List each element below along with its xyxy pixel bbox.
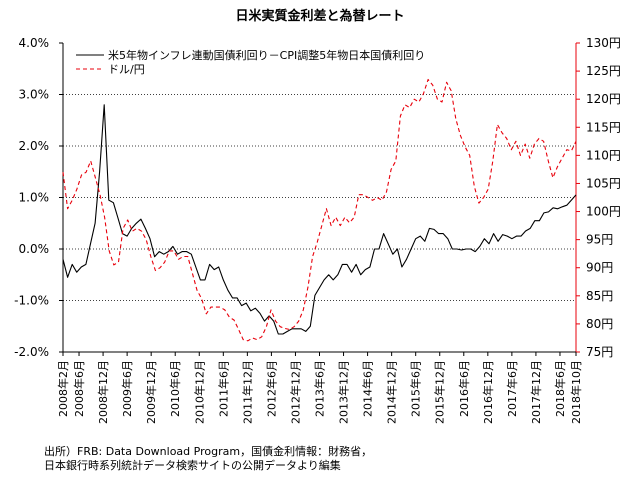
right-tick-label: 130円: [586, 36, 621, 50]
right-tick-label: 95円: [586, 233, 613, 247]
x-tick-label: 2012年12月: [288, 360, 302, 424]
x-tick-label: 2015年6月: [409, 360, 423, 417]
right-axis-ticks: 75円 80円 85円 90円 95円 100円 105円 110円 115円 120円 125円 1…: [576, 36, 621, 359]
x-tick-label: 2016年6月: [457, 360, 471, 417]
x-tick-label: 2008年12月: [96, 360, 110, 424]
x-tick-label: 2015年12月: [433, 360, 447, 424]
right-tick-label: 75円: [586, 345, 613, 359]
legend-label: 米5年物インフレ連動国債利回り－CPI調整5年物日本国債利回り: [108, 48, 425, 62]
x-axis-ticks: 2008年2月 2008年6月 2008年12月 2009年6月 2009年12月 201…: [56, 352, 583, 424]
x-tick-label: 2011年6月: [216, 360, 230, 417]
source-note: 出所）FRB: Data Download Program，国債金利情報：財務省…: [44, 445, 372, 473]
right-tick-label: 115円: [586, 120, 621, 134]
x-tick-label: 2010年12月: [192, 360, 206, 424]
right-tick-label: 80円: [586, 317, 613, 331]
x-tick-label: 2018年6月: [553, 360, 567, 417]
x-tick-label: 2012年6月: [264, 360, 278, 417]
left-tick-label: -2.0%: [14, 345, 49, 359]
left-tick-label: 2.0%: [19, 139, 50, 153]
source-line-2: 日本銀行時系列統計データ検索サイトの公開データより編集: [44, 459, 341, 472]
x-tick-label: 2013年6月: [313, 360, 327, 417]
left-tick-label: 4.0%: [19, 36, 50, 50]
source-line-1: 出所）FRB: Data Download Program，国債金利情報：財務省…: [44, 445, 373, 458]
right-tick-label: 90円: [586, 261, 613, 275]
left-tick-label: 3.0%: [19, 88, 50, 102]
right-tick-label: 100円: [586, 205, 621, 219]
x-tick-label: 2017年6月: [505, 360, 519, 417]
real-rate-diff-line: [62, 104, 577, 335]
x-tick-label: 2011年12月: [240, 360, 254, 424]
axes: [62, 43, 577, 353]
x-tick-label: 2018年10月: [569, 360, 583, 424]
right-tick-label: 125円: [586, 64, 621, 78]
x-tick-label: 2014年6月: [361, 360, 375, 417]
grid: [63, 94, 576, 301]
left-axis-ticks: -2.0% -1.0% 0.0% 1.0% 2.0% 3.0% 4.0%: [14, 36, 63, 359]
right-tick-label: 110円: [586, 148, 621, 162]
right-tick-label: 105円: [586, 176, 621, 190]
x-tick-label: 2008年6月: [72, 360, 86, 417]
x-tick-label: 2016年12月: [481, 360, 495, 424]
x-tick-label: 2009年6月: [120, 360, 134, 417]
usd-jpy-line: [62, 78, 577, 342]
chart-title: 日米実質金利差と為替レート: [235, 8, 404, 24]
legend-label: ドル/円: [108, 63, 145, 76]
x-tick-label: 2010年6月: [168, 360, 182, 417]
left-tick-label: -1.0%: [14, 294, 49, 308]
right-tick-label: 85円: [586, 289, 613, 303]
x-tick-label: 2009年12月: [144, 360, 158, 424]
right-tick-label: 120円: [586, 92, 621, 106]
x-tick-label: 2017年12月: [529, 360, 543, 424]
left-tick-label: 1.0%: [19, 191, 50, 205]
series-lines: [62, 78, 577, 342]
left-tick-label: 0.0%: [19, 242, 50, 256]
x-tick-label: 2013年12月: [337, 360, 351, 424]
x-tick-label: 2008年2月: [56, 360, 70, 417]
x-tick-label: 2014年12月: [385, 360, 399, 424]
